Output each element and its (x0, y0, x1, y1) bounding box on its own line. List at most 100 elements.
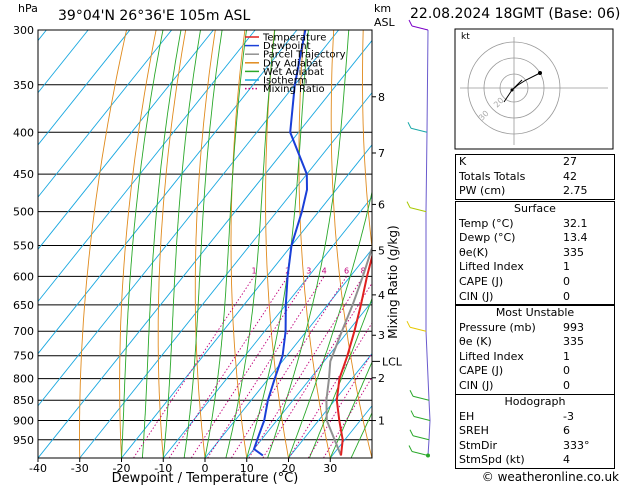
surface-row: CAPE (J) 0 (459, 274, 570, 288)
surface-wind-dot (426, 453, 430, 458)
dry-adiabat-line (119, 30, 157, 458)
isotherm-line (38, 39, 372, 458)
most-unstable-row: CIN (J) 0 (459, 378, 570, 392)
height-tick-label: 4 (378, 289, 385, 302)
mixing-ratio-label: 6 (344, 266, 349, 275)
pressure-tick-label: 650 (13, 299, 34, 312)
mixing-ratio-label: 1 (251, 266, 256, 275)
isotherm-line (38, 30, 340, 407)
legend-label: Isotherm (263, 76, 307, 87)
mixing-ratio-label: 8 (361, 266, 366, 275)
isotherm-line (246, 300, 372, 458)
hodograph-end-dot (538, 71, 542, 75)
surface-row: θe(K) 335 (459, 245, 584, 259)
dry-adiabat-line (362, 30, 372, 251)
surface-row: Dewp (°C) 13.4 (459, 231, 588, 245)
surface-row: CIN (J) 0 (459, 289, 570, 303)
pressure-tick-label: 500 (13, 206, 34, 219)
index-row-k: K 27 (459, 155, 577, 168)
parcel-trajectory-curve (325, 244, 372, 456)
legend-label: Wet Adiabat (263, 67, 324, 78)
mixing-ratio-label: 10 (371, 266, 381, 275)
wind-barb-shaft (412, 395, 430, 401)
temp-tick-label: 20 (282, 462, 296, 475)
surface-table: Surface Temp (°C) 32.1 Dewp (°C) 13.4 θe(K… (455, 201, 615, 306)
wind-profile-line (425, 29, 431, 456)
pressure-tick-label: 300 (13, 24, 34, 37)
hodograph-row: EH -3 (459, 409, 574, 423)
mixing-ratio-line (190, 276, 310, 458)
lcl-label: LCL (382, 355, 403, 368)
temp-tick-label: -40 (29, 462, 47, 475)
hodograph-unit-label: kt (461, 32, 470, 42)
wind-barb-flag (408, 19, 413, 27)
wind-barb-flag (409, 390, 414, 397)
height-tick-label: 3 (378, 329, 385, 342)
dry-adiabat-line (230, 30, 248, 458)
index-row-totals: Totals Totals 42 (459, 169, 577, 183)
most-unstable-row: Pressure (mb) 993 (459, 320, 584, 334)
wind-barb-flag (406, 320, 411, 328)
hodograph-row: SREH 6 (459, 424, 570, 438)
copyright-footer: © weatheronline.co.uk (481, 470, 619, 484)
surface-title: Surface (514, 202, 556, 215)
height-tick-label: 8 (378, 91, 385, 104)
km-label: km (374, 2, 391, 15)
datetime-title: 22.08.2024 18GMT (Base: 06) (410, 6, 621, 22)
surface-row: Temp (°C) 32.1 (459, 216, 588, 230)
mixing-ratio-label: 3 (306, 266, 311, 275)
height-tick-label: 2 (378, 372, 385, 385)
wet-adiabat-line (141, 30, 182, 458)
isotherm-line (162, 196, 372, 458)
isotherm-line (288, 352, 372, 458)
hodograph-trace (503, 72, 541, 103)
temp-tick-label: -30 (71, 462, 89, 475)
wet-adiabat-line (288, 189, 372, 458)
hodograph-frame (454, 28, 614, 150)
pressure-tick-label: 950 (13, 434, 34, 447)
mixing-ratio-line (207, 276, 325, 458)
legend-label: Mixing Ratio (263, 84, 325, 95)
hodograph-row: StmSpd (kt) 4 (459, 453, 570, 467)
mixing-ratio-line (168, 276, 289, 458)
wet-adiabat-line (204, 30, 247, 458)
asl-label: ASL (374, 16, 396, 29)
dry-adiabat-line (79, 30, 127, 458)
height-tick-label: 1 (378, 415, 385, 428)
isotherm-line (38, 30, 173, 198)
most-unstable-title: Most Unstable (495, 306, 575, 319)
dewpoint-curve (252, 30, 309, 457)
wet-adiabat-line (121, 30, 164, 458)
wind-barb-shaft (411, 451, 429, 456)
wet-adiabat-line (267, 30, 350, 458)
isotherm-line (204, 248, 372, 458)
pressure-tick-label: 700 (13, 325, 34, 338)
index-row-pw: PW (cm) 2.75 (459, 184, 588, 198)
temp-tick-label: 30 (323, 462, 337, 475)
pressure-tick-label: 600 (13, 270, 34, 283)
temp-tick-label: 10 (240, 462, 254, 475)
height-tick-label: 5 (378, 245, 385, 258)
mixing-ratio-line (248, 276, 364, 458)
isotherm-line (38, 30, 131, 146)
temp-tick-label: -10 (154, 462, 172, 475)
pressure-tick-label: 800 (13, 373, 34, 386)
most-unstable-row: Lifted Index 1 (459, 349, 570, 363)
wind-barb-shaft (409, 207, 427, 213)
legend-label: Parcel Trajectory (263, 50, 346, 61)
diagram-grid: 1 2 3 4 6 8 10 15 20 25 (38, 30, 381, 458)
wind-barb-flag (408, 445, 413, 452)
wet-adiabat-line (225, 30, 276, 458)
wind-barb-shaft (412, 435, 430, 441)
surface-row: Lifted Index 1 (459, 260, 570, 274)
pressure-unit-label: hPa (18, 2, 38, 15)
pressure-tick-label: 400 (13, 126, 34, 139)
legend-label: Temperature (262, 33, 326, 44)
wind-barb-shaft (409, 326, 427, 332)
isotherm-line (79, 91, 372, 458)
wind-profile (406, 19, 431, 458)
dry-adiabat-line (330, 30, 372, 458)
wind-barb-flag (407, 122, 412, 129)
